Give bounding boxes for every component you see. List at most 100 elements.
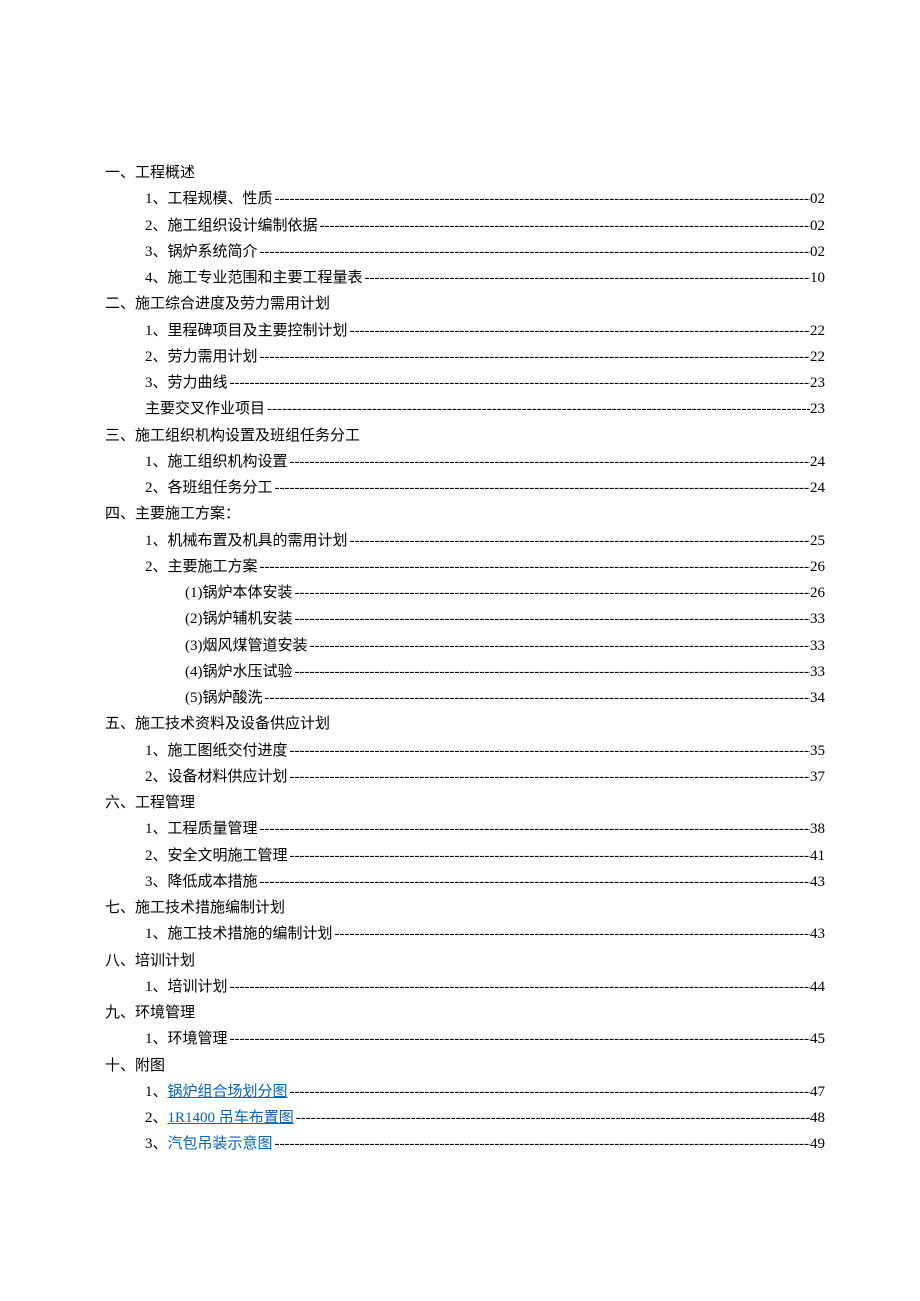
page-number: 41 — [810, 843, 825, 869]
entry-label: (2)锅炉辅机安装 — [185, 606, 293, 632]
leader-dots — [288, 1079, 810, 1105]
entry-label: 2、劳力需用计划 — [145, 344, 258, 370]
toc-entry: 2、设备材料供应计划 37 — [105, 764, 825, 790]
entry-label: 1、机械布置及机具的需用计划 — [145, 528, 348, 554]
page-number: 26 — [810, 554, 825, 580]
entry-label: (5)锅炉酸洗 — [185, 685, 263, 711]
section-title-7: 七、施工技术措施编制计划 — [105, 895, 825, 921]
page-number: 34 — [810, 685, 825, 711]
leader-dots — [363, 265, 810, 291]
entry-prefix: 3、 — [145, 1136, 168, 1152]
toc-entry: 1、工程质量管理 38 — [105, 816, 825, 842]
leader-dots — [348, 318, 810, 344]
section-title-5: 五、施工技术资料及设备供应计划 — [105, 711, 825, 737]
toc-entry: 2、安全文明施工管理 41 — [105, 843, 825, 869]
toc-entry: 1、施工组织机构设置 24 — [105, 449, 825, 475]
page-number: 35 — [810, 738, 825, 764]
entry-label: 1、培训计划 — [145, 974, 228, 1000]
leader-dots — [258, 869, 810, 895]
toc-entry: 1、里程碑项目及主要控制计划 22 — [105, 318, 825, 344]
page-number: 49 — [810, 1131, 825, 1157]
entry-label: 1、锅炉组合场划分图 — [145, 1079, 288, 1105]
toc-subentry: (4)锅炉水压试验 33 — [105, 659, 825, 685]
attachment-link-1[interactable]: 锅炉组合场划分图 — [168, 1084, 288, 1100]
leader-dots — [273, 475, 810, 501]
page-number: 22 — [810, 344, 825, 370]
toc-subentry: (2)锅炉辅机安装 33 — [105, 606, 825, 632]
page-number: 23 — [810, 396, 825, 422]
page-number: 45 — [810, 1026, 825, 1052]
leader-dots — [288, 738, 810, 764]
entry-label: (1)锅炉本体安装 — [185, 580, 293, 606]
leader-dots — [273, 186, 810, 212]
entry-label: 1、施工组织机构设置 — [145, 449, 288, 475]
page-number: 33 — [810, 659, 825, 685]
page-number: 02 — [810, 239, 825, 265]
toc-entry: 3、降低成本措施 43 — [105, 869, 825, 895]
page-number: 48 — [810, 1105, 825, 1131]
entry-label: (4)锅炉水压试验 — [185, 659, 293, 685]
entry-prefix: 2、 — [145, 1110, 168, 1126]
section-title-1: 一、工程概述 — [105, 160, 825, 186]
leader-dots — [258, 554, 810, 580]
page-number: 26 — [810, 580, 825, 606]
toc-entry: 1、工程规模、性质 02 — [105, 186, 825, 212]
entry-label: 1、工程规模、性质 — [145, 186, 273, 212]
toc-subentry: (5)锅炉酸洗 34 — [105, 685, 825, 711]
page-number: 38 — [810, 816, 825, 842]
entry-label: 3、劳力曲线 — [145, 370, 228, 396]
leader-dots — [288, 843, 810, 869]
entry-label: 1、施工技术措施的编制计划 — [145, 921, 333, 947]
entry-label: 主要交叉作业项目 — [145, 396, 265, 422]
page-number: 43 — [810, 869, 825, 895]
leader-dots — [258, 816, 810, 842]
leader-dots — [228, 974, 810, 1000]
leader-dots — [293, 580, 811, 606]
page-number: 47 — [810, 1079, 825, 1105]
page-number: 02 — [810, 186, 825, 212]
page-number: 33 — [810, 606, 825, 632]
leader-dots — [348, 528, 810, 554]
page-number: 10 — [810, 265, 825, 291]
section-title-8: 八、培训计划 — [105, 948, 825, 974]
leader-dots — [333, 921, 810, 947]
page-number: 24 — [810, 475, 825, 501]
entry-label: 1、施工图纸交付进度 — [145, 738, 288, 764]
section-title-9: 九、环境管理 — [105, 1000, 825, 1026]
entry-label: 1、里程碑项目及主要控制计划 — [145, 318, 348, 344]
toc-entry: 2、各班组任务分工 24 — [105, 475, 825, 501]
toc-entry: 2、劳力需用计划 22 — [105, 344, 825, 370]
leader-dots — [288, 449, 810, 475]
toc-entry: 1、机械布置及机具的需用计划 25 — [105, 528, 825, 554]
toc-entry: 2、施工组织设计编制依据 02 — [105, 213, 825, 239]
entry-label: 1、环境管理 — [145, 1026, 228, 1052]
leader-dots — [293, 659, 811, 685]
toc-entry: 1、锅炉组合场划分图 47 — [105, 1079, 825, 1105]
page-number: 24 — [810, 449, 825, 475]
toc-entry: 2、1R1400 吊车布置图 48 — [105, 1105, 825, 1131]
page-number: 44 — [810, 974, 825, 1000]
toc-entry: 2、主要施工方案 26 — [105, 554, 825, 580]
attachment-link-3[interactable]: 汽包吊装示意图 — [168, 1136, 273, 1152]
toc-entry: 4、施工专业范围和主要工程量表 10 — [105, 265, 825, 291]
leader-dots — [265, 396, 810, 422]
page-number: 43 — [810, 921, 825, 947]
leader-dots — [258, 344, 810, 370]
section-title-2: 二、施工综合进度及劳力需用计划 — [105, 291, 825, 317]
section-title-4: 四、主要施工方案： — [105, 501, 825, 527]
section-title-10: 十、附图 — [105, 1053, 825, 1079]
page-number: 23 — [810, 370, 825, 396]
page-number: 37 — [810, 764, 825, 790]
entry-label: 2、安全文明施工管理 — [145, 843, 288, 869]
leader-dots — [273, 1131, 810, 1157]
entry-label: 1、工程质量管理 — [145, 816, 258, 842]
toc-entry: 1、施工图纸交付进度 35 — [105, 738, 825, 764]
leader-dots — [318, 213, 810, 239]
page-number: 33 — [810, 633, 825, 659]
entry-label: 2、主要施工方案 — [145, 554, 258, 580]
leader-dots — [293, 606, 811, 632]
page-number: 02 — [810, 213, 825, 239]
attachment-link-2[interactable]: 1R1400 吊车布置图 — [168, 1110, 294, 1126]
entry-label: 3、汽包吊装示意图 — [145, 1131, 273, 1157]
leader-dots — [288, 764, 810, 790]
